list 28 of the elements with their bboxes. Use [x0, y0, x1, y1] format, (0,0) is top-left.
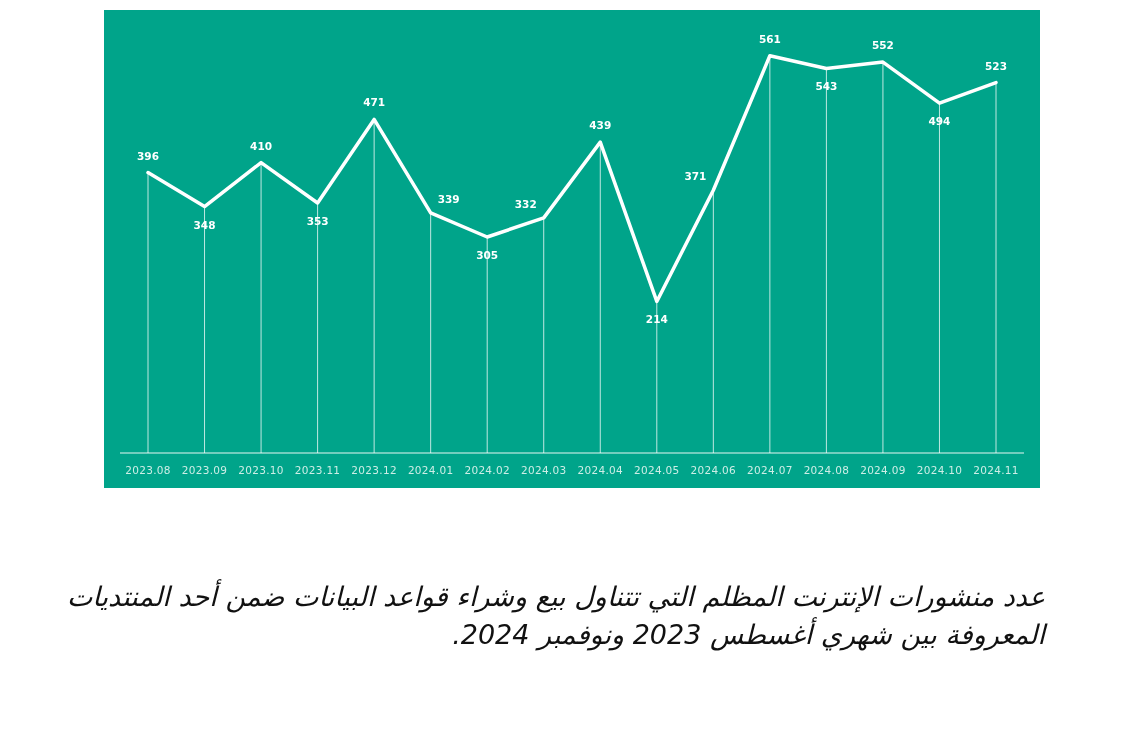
data-label: 523 — [985, 59, 1007, 72]
data-label: 339 — [437, 192, 460, 205]
x-tick-label: 2023.08 — [125, 464, 171, 476]
data-label: 439 — [589, 119, 612, 132]
x-tick-label: 2024.02 — [464, 464, 510, 476]
x-tick-label: 2024.04 — [577, 464, 624, 476]
x-tick-label: 2024.06 — [690, 464, 737, 476]
data-label: 410 — [250, 139, 273, 152]
x-tick-label: 2024.07 — [747, 464, 793, 476]
data-label: 214 — [645, 313, 668, 326]
x-tick-label: 2024.08 — [803, 464, 850, 476]
data-label: 552 — [871, 39, 894, 52]
x-tick-label: 2024.01 — [407, 464, 454, 476]
x-tick-label: 2024.09 — [860, 464, 906, 476]
x-tick-label: 2024.03 — [520, 464, 567, 476]
x-tick-label: 2024.05 — [634, 464, 680, 476]
data-label: 471 — [363, 96, 386, 109]
data-label: 561 — [758, 32, 781, 45]
x-tick-label: 2023.12 — [351, 464, 397, 476]
x-tick-label: 2024.10 — [916, 464, 963, 476]
x-tick-label: 2023.09 — [181, 464, 228, 476]
data-label: 371 — [684, 170, 707, 183]
data-label: 305 — [476, 248, 499, 261]
x-tick-label: 2023.11 — [294, 464, 341, 476]
x-tick-label: 2023.10 — [238, 464, 284, 476]
data-label: 396 — [137, 149, 159, 162]
data-label: 332 — [514, 197, 537, 210]
x-tick-label: 2024.11 — [973, 464, 1019, 476]
